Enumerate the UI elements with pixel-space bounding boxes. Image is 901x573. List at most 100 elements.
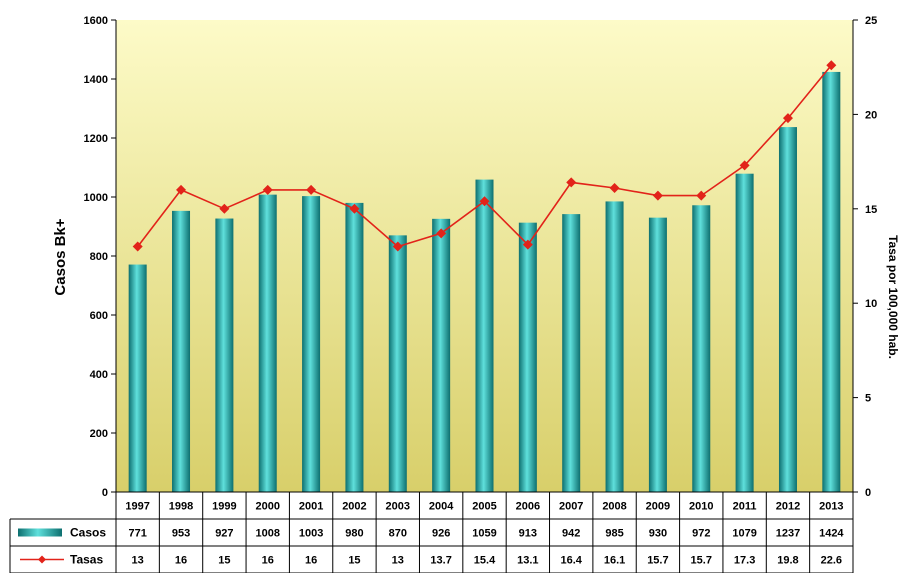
legend-tasas-marker <box>38 555 46 564</box>
x-tick-label: 2013 <box>819 501 843 513</box>
table-cell-casos: 927 <box>215 528 233 540</box>
tasas-point-2000 <box>262 184 273 195</box>
bar-casos-2001 <box>302 196 321 493</box>
table-cell-casos: 913 <box>519 528 537 540</box>
table-cell-tasas: 16 <box>305 555 317 567</box>
bar-casos-1998 <box>172 210 191 493</box>
table-cell-casos: 771 <box>128 528 146 540</box>
y2-tick-label: 5 <box>865 393 871 405</box>
table-cell-tasas: 17.3 <box>734 555 755 567</box>
tasas-point-2008 <box>609 183 620 194</box>
x-tick-label: 1997 <box>125 501 149 513</box>
y2-tick-label: 25 <box>865 15 877 27</box>
legend-casos-swatch <box>18 528 62 537</box>
table-cell-tasas: 22.6 <box>821 555 842 567</box>
x-tick-label: 2000 <box>255 501 279 513</box>
table-cell-casos: 1059 <box>472 528 496 540</box>
x-tick-label: 2004 <box>429 501 454 513</box>
legend-tasas-label: Tasas <box>70 553 103 567</box>
tasas-point-2010 <box>696 190 707 201</box>
y2-axis-label: Tasa por 100,000 hab. <box>886 235 900 359</box>
table-cell-tasas: 13 <box>392 555 404 567</box>
x-tick-label: 1999 <box>212 501 236 513</box>
bar-casos-2007 <box>562 214 581 493</box>
table-cell-casos: 926 <box>432 528 450 540</box>
tasas-point-2013 <box>826 60 837 71</box>
bar-casos-1997 <box>128 264 147 492</box>
tasas-point-2004 <box>436 228 447 239</box>
bar-casos-2000 <box>258 194 277 492</box>
x-tick-label: 2011 <box>733 501 757 513</box>
bar-casos-2006 <box>518 222 537 493</box>
bar-casos-2009 <box>648 217 667 492</box>
x-tick-label: 2008 <box>602 501 626 513</box>
bar-casos-2004 <box>432 218 451 492</box>
table-cell-tasas: 13.1 <box>517 555 538 567</box>
tasas-point-2005 <box>479 196 490 207</box>
legend-casos-label: Casos <box>70 526 106 540</box>
y2-tick-label: 10 <box>865 298 877 310</box>
x-tick-label: 2001 <box>299 501 323 513</box>
y-tick-label: 1000 <box>84 192 108 204</box>
table-cell-casos: 1237 <box>776 528 800 540</box>
table-cell-casos: 1008 <box>255 528 279 540</box>
table-cell-tasas: 19.8 <box>777 555 798 567</box>
table-cell-casos: 930 <box>649 528 667 540</box>
y-tick-label: 400 <box>90 369 108 381</box>
tasas-point-2006 <box>522 239 533 250</box>
y2-tick-label: 0 <box>865 487 871 499</box>
tasas-point-2001 <box>306 184 317 195</box>
table-cell-tasas: 16.1 <box>604 555 625 567</box>
table-cell-casos: 972 <box>692 528 710 540</box>
bar-casos-2011 <box>735 173 754 492</box>
x-tick-label: 2012 <box>776 501 800 513</box>
bar-casos-2008 <box>605 201 624 493</box>
table-cell-tasas: 13 <box>132 555 144 567</box>
tasas-point-2011 <box>739 160 750 171</box>
y-tick-label: 200 <box>90 428 108 440</box>
x-tick-label: 2007 <box>559 501 583 513</box>
bar-casos-2010 <box>692 205 711 492</box>
table-cell-casos: 1424 <box>819 528 844 540</box>
x-tick-label: 2010 <box>689 501 713 513</box>
table-cell-casos: 953 <box>172 528 190 540</box>
x-tick-label: 2005 <box>472 501 496 513</box>
tasas-point-1998 <box>176 184 187 195</box>
y-tick-label: 1400 <box>84 74 108 86</box>
x-tick-label: 2009 <box>646 501 670 513</box>
table-cell-tasas: 15 <box>348 555 360 567</box>
y2-tick-label: 15 <box>865 204 877 216</box>
table-cell-tasas: 15 <box>218 555 230 567</box>
y2-tick-label: 20 <box>865 109 877 121</box>
bar-casos-1999 <box>215 218 234 492</box>
bar-casos-2012 <box>778 127 797 493</box>
table-cell-casos: 980 <box>345 528 363 540</box>
x-tick-label: 2003 <box>386 501 410 513</box>
tasas-point-1997 <box>132 241 143 252</box>
bar-casos-2002 <box>345 202 364 492</box>
y-axis-label: Casos Bk+ <box>52 218 69 295</box>
table-cell-tasas: 15.4 <box>474 555 496 567</box>
table-cell-tasas: 16.4 <box>560 555 582 567</box>
bar-casos-2013 <box>822 71 841 493</box>
tasas-point-2003 <box>392 241 403 252</box>
table-cell-tasas: 16 <box>175 555 187 567</box>
tasas-point-2007 <box>566 177 577 188</box>
x-tick-label: 2002 <box>342 501 366 513</box>
x-tick-label: 1998 <box>169 501 193 513</box>
y-tick-label: 800 <box>90 251 108 263</box>
tasas-point-2002 <box>349 203 360 214</box>
y-tick-label: 1600 <box>84 15 108 27</box>
table-cell-tasas: 15.7 <box>647 555 668 567</box>
table-cell-casos: 870 <box>389 528 407 540</box>
y-tick-label: 1200 <box>84 133 108 145</box>
tasas-point-2009 <box>652 190 663 201</box>
bar-casos-2005 <box>475 179 494 492</box>
bar-casos-2003 <box>388 235 407 492</box>
table-cell-casos: 1079 <box>732 528 756 540</box>
table-cell-tasas: 16 <box>262 555 274 567</box>
tasas-point-1999 <box>219 203 230 214</box>
table-cell-casos: 1003 <box>299 528 323 540</box>
table-cell-tasas: 15.7 <box>691 555 712 567</box>
